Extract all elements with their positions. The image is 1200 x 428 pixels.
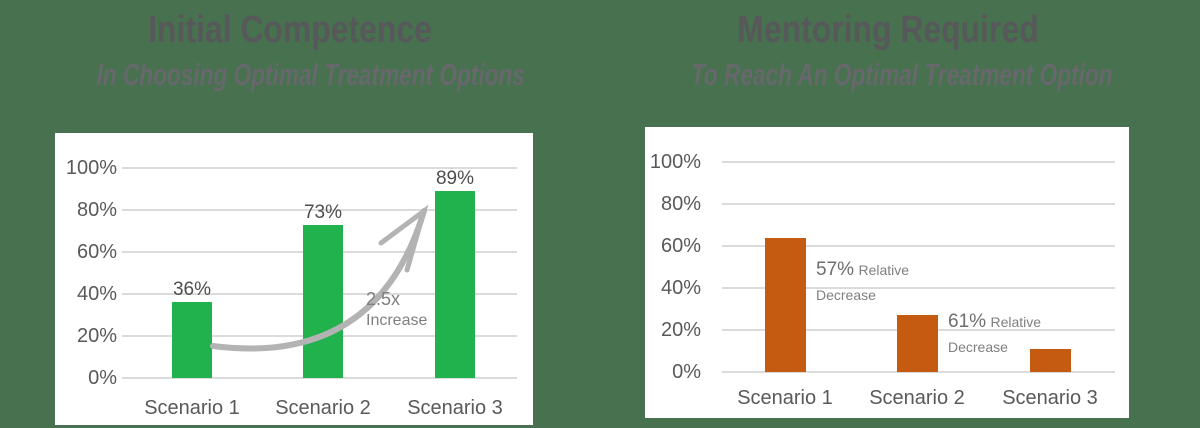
right-chart-title: Mentoring Required — [737, 9, 1039, 51]
y-axis-tick-label: 80% — [76, 199, 117, 221]
x-axis-category-label: Scenario 3 — [407, 397, 503, 419]
gridline — [122, 167, 517, 169]
y-axis-tick-label: 20% — [76, 325, 117, 347]
right-title-block: Mentoring Required To Reach An Optimal T… — [618, 8, 1158, 92]
decrease-word-1: Decrease — [816, 287, 876, 303]
relative-decrease-annotation-2: 61% Relative Decrease — [948, 310, 1041, 359]
left-chart-title: Initial Competence — [148, 9, 432, 51]
y-axis-tick-label: 40% — [660, 277, 701, 299]
y-axis-tick-label: 60% — [76, 241, 117, 263]
x-axis-category-label: Scenario 3 — [1002, 387, 1098, 409]
gridline — [722, 245, 1115, 247]
bar-data-label: 36% — [172, 279, 212, 301]
increase-factor-text: 2.5x — [366, 289, 401, 309]
relative-decrease-annotation-1: 57% Relative Decrease — [816, 258, 909, 307]
gridline — [722, 161, 1115, 163]
right-chart-subtitle: To Reach An Optimal Treatment Option — [690, 57, 1113, 92]
gridline — [122, 377, 517, 379]
initial-competence-chart-panel: 2.5x Increase 0% 20% 40% 60% 80% 100% 36% Scena… — [55, 133, 533, 425]
gridline — [722, 287, 1115, 289]
gridline — [122, 209, 517, 211]
bar-data-label: 89% — [435, 168, 475, 190]
bar-scenario-1 — [172, 302, 212, 378]
gridline — [722, 203, 1115, 205]
decrease-qualifier-1: Relative — [858, 262, 910, 278]
decrease-qualifier-2: Relative — [990, 314, 1042, 330]
bar-data-label: 73% — [303, 201, 343, 223]
y-axis-tick-label: 0% — [88, 367, 117, 389]
annotation-line-1: 57% Relative — [816, 258, 909, 283]
y-axis-tick-label: 0% — [672, 361, 701, 383]
x-axis-category-label: Scenario 2 — [869, 387, 965, 409]
y-axis-tick-label: 60% — [660, 235, 701, 257]
decrease-value-1: 57% — [816, 259, 855, 280]
left-title-block: Initial Competence In Choosing Optimal T… — [25, 8, 555, 92]
left-chart-subtitle: In Choosing Optimal Treatment Options — [96, 57, 525, 92]
bar-scenario-1 — [764, 237, 806, 372]
x-axis-category-label: Scenario 1 — [737, 387, 833, 409]
gridline — [722, 371, 1115, 373]
increase-annotation: 2.5x Increase — [366, 288, 427, 332]
decrease-word-2: Decrease — [948, 339, 1008, 355]
y-axis-tick-label: 100% — [649, 151, 701, 173]
bar-scenario-2 — [303, 224, 343, 378]
x-axis-category-label: Scenario 2 — [275, 397, 371, 419]
y-axis-tick-label: 100% — [65, 157, 117, 179]
bar-scenario-3 — [435, 191, 475, 378]
decrease-value-2: 61% — [948, 311, 987, 332]
y-axis-tick-label: 40% — [76, 283, 117, 305]
bar-scenario-3 — [1029, 348, 1071, 372]
increase-word-text: Increase — [366, 312, 428, 329]
x-axis-category-label: Scenario 1 — [144, 397, 240, 419]
curved-increase-arrow-icon — [210, 204, 429, 352]
bar-scenario-2 — [896, 315, 938, 372]
y-axis-tick-label: 20% — [660, 319, 701, 341]
y-axis-tick-label: 80% — [660, 193, 701, 215]
annotation-line-2: 61% Relative — [948, 310, 1041, 335]
mentoring-required-chart-panel: 57% Relative Decrease 61% Relative Decre… — [645, 127, 1129, 418]
